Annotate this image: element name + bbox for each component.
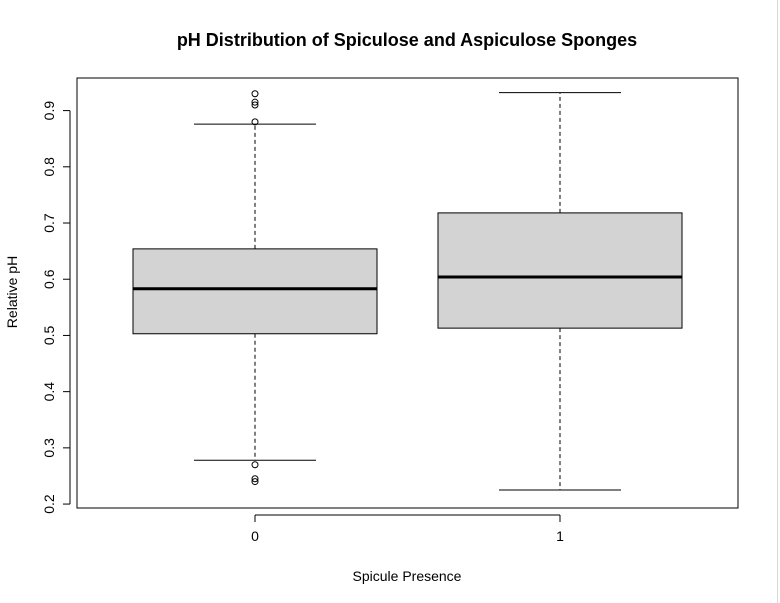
- outlier-point: [251, 475, 259, 483]
- outlier-point: [251, 98, 259, 106]
- y-tick-label: 0.9: [41, 101, 57, 121]
- y-tick-label: 0.5: [41, 325, 57, 345]
- x-tick-label: 1: [556, 528, 564, 544]
- window-edge: [777, 0, 778, 603]
- x-tick-label: 0: [251, 528, 259, 544]
- y-tick-label: 0.4: [41, 382, 57, 402]
- y-axis-label: Relative pH: [4, 256, 20, 328]
- iqr-box: [132, 248, 378, 335]
- y-tick-label: 0.8: [41, 157, 57, 177]
- iqr-box: [437, 212, 683, 329]
- outlier-point: [251, 478, 259, 486]
- y-tick-label: 0.2: [41, 494, 57, 514]
- chart-title: pH Distribution of Spiculose and Aspicul…: [177, 30, 637, 50]
- outlier-point: [251, 90, 259, 98]
- box-group-1: [437, 92, 683, 491]
- outlier-point: [251, 461, 259, 469]
- boxes-layer: [132, 90, 683, 491]
- plot-frame: [76, 77, 739, 509]
- box-group-0: [132, 90, 378, 486]
- y-tick-label: 0.6: [41, 269, 57, 289]
- y-axis: 0.2 0.3 0.4 0.5 0.6 0.7 0.8 0.9: [41, 101, 71, 514]
- y-tick-label: 0.7: [41, 213, 57, 233]
- y-tick-label: 0.3: [41, 438, 57, 458]
- outlier-point: [251, 118, 259, 126]
- x-axis-label: Spicule Presence: [353, 568, 462, 584]
- outlier-point: [251, 101, 259, 109]
